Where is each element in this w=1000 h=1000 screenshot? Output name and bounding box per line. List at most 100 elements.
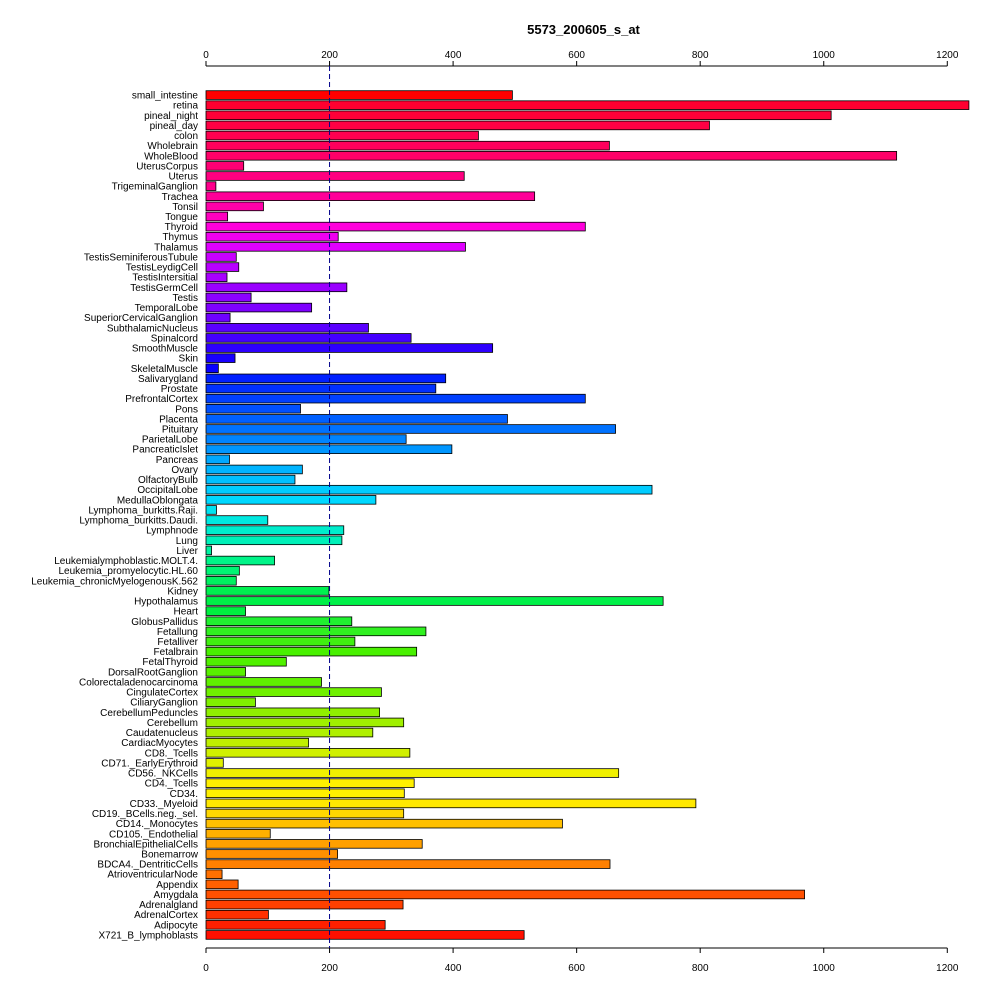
bar-UterusCorpus[interactable] bbox=[205, 161, 245, 171]
bar-Tongue[interactable] bbox=[205, 211, 229, 222]
bar-CingulateCortex[interactable] bbox=[205, 687, 382, 697]
bar-Amygdala[interactable] bbox=[205, 889, 805, 900]
bar-AtrioventricularNode[interactable] bbox=[205, 869, 223, 879]
bar-Uterus[interactable] bbox=[205, 171, 465, 181]
bar-BDCA4._DentriticCells[interactable] bbox=[205, 859, 611, 869]
bar-X721_B_lymphoblasts[interactable] bbox=[205, 930, 525, 940]
bar-SkeletalMuscle[interactable] bbox=[205, 363, 219, 374]
bar-Leukemia_promyelocytic.HL.60[interactable] bbox=[205, 565, 240, 576]
bar-pineal_night[interactable] bbox=[205, 110, 832, 121]
bar-Pons[interactable] bbox=[205, 403, 301, 414]
bar-Thalamus[interactable] bbox=[205, 242, 466, 252]
bar-Thyroid[interactable] bbox=[205, 221, 586, 232]
bar-Lymphnode[interactable] bbox=[205, 525, 345, 535]
top-axis-tick-label: 1000 bbox=[813, 50, 836, 61]
bar-Leukemialymphoblastic.MOLT.4.[interactable] bbox=[205, 555, 275, 566]
bar-SubthalamicNucleus[interactable] bbox=[205, 323, 369, 333]
bar-Thymus[interactable] bbox=[205, 231, 339, 242]
bar-TestisLeydigCell[interactable] bbox=[205, 262, 240, 272]
bar-Ovary[interactable] bbox=[205, 464, 303, 475]
category-label: colon bbox=[174, 131, 198, 142]
bar-colon[interactable] bbox=[205, 130, 479, 141]
bar-SuperiorCervicalGanglion[interactable] bbox=[205, 312, 231, 323]
bar-MedullaOblongata[interactable] bbox=[205, 495, 377, 505]
bar-Pituitary[interactable] bbox=[205, 424, 616, 434]
bar-CiliaryGanglion[interactable] bbox=[205, 697, 256, 707]
bar-PancreaticIslet[interactable] bbox=[205, 444, 453, 454]
bar-CD56._NKCells[interactable] bbox=[205, 768, 620, 778]
bar-Spinalcord[interactable] bbox=[205, 333, 412, 343]
bottom-axis-tick-label: 800 bbox=[692, 963, 709, 974]
category-label: Trachea bbox=[162, 192, 199, 203]
bar-CD4._Tcells[interactable] bbox=[205, 778, 415, 788]
bar-Leukemia_chronicMyelogenousK.562[interactable] bbox=[205, 576, 237, 586]
bar-AdrenalCortex[interactable] bbox=[205, 909, 269, 920]
bottom-axis-tick-label: 0 bbox=[203, 963, 209, 974]
bar-BronchialEpithelialCells[interactable] bbox=[205, 839, 423, 849]
bar-Kidney[interactable] bbox=[205, 586, 330, 596]
bar-CD19._BCells.neg._sel.[interactable] bbox=[205, 808, 405, 819]
bar-Fetalliver[interactable] bbox=[205, 636, 356, 647]
bar-TestisSeminiferousTubule[interactable] bbox=[205, 252, 237, 262]
bar-small_intestine[interactable] bbox=[205, 90, 513, 100]
bar-TemporalLobe[interactable] bbox=[205, 302, 313, 313]
bar-Lymphoma_burkitts.Daudi.[interactable] bbox=[205, 515, 269, 525]
bar-CD34.[interactable] bbox=[205, 788, 405, 799]
bar-Caudatenucleus[interactable] bbox=[205, 727, 374, 738]
bar-CD8._Tcells[interactable] bbox=[205, 748, 411, 758]
bar-Tonsil[interactable] bbox=[205, 201, 264, 212]
bar-Hypothalamus[interactable] bbox=[205, 596, 664, 606]
bar-OccipitalLobe[interactable] bbox=[205, 484, 653, 495]
bar-Prostate[interactable] bbox=[205, 383, 437, 394]
bar-GlobusPallidus[interactable] bbox=[205, 616, 353, 627]
bar-WholeBlood[interactable] bbox=[205, 151, 898, 161]
bar-CD14._Monocytes[interactable] bbox=[205, 818, 563, 829]
bar-DorsalRootGanglion[interactable] bbox=[205, 667, 246, 677]
bar-PrefrontalCortex[interactable] bbox=[205, 393, 586, 404]
bar-Liver[interactable] bbox=[205, 545, 212, 556]
bar-Pancreas[interactable] bbox=[205, 454, 230, 465]
bar-Fetallung[interactable] bbox=[205, 626, 427, 637]
category-label: pineal_night bbox=[144, 111, 198, 122]
category-label: AdrenalCortex bbox=[134, 910, 198, 921]
bar-CD33._Myeloid[interactable] bbox=[205, 798, 697, 809]
bar-CardiacMyocytes[interactable] bbox=[205, 737, 309, 748]
bar-Placenta[interactable] bbox=[205, 414, 508, 424]
bar-CD71._EarlyErythroid[interactable] bbox=[205, 758, 224, 768]
bar-Trachea[interactable] bbox=[205, 191, 536, 202]
bar-SmoothMuscle[interactable] bbox=[205, 343, 494, 353]
category-label: small_intestine bbox=[132, 91, 199, 102]
category-label: Lymphoma_burkitts.Raji. bbox=[88, 505, 198, 516]
top-axis-tick-label: 400 bbox=[445, 50, 462, 61]
bar-TestisIntersitial[interactable] bbox=[205, 272, 228, 282]
bar-CerebellumPeduncles[interactable] bbox=[205, 707, 380, 718]
bar-Skin[interactable] bbox=[205, 353, 236, 363]
category-label: Pons bbox=[175, 404, 198, 415]
bar-OlfactoryBulb[interactable] bbox=[205, 474, 296, 485]
bar-Lung[interactable] bbox=[205, 535, 343, 546]
bar-Lymphoma_burkitts.Raji.[interactable] bbox=[205, 505, 217, 515]
bar-Fetalbrain[interactable] bbox=[205, 646, 418, 657]
category-label: MedullaOblongata bbox=[117, 495, 199, 506]
bar-Bonemarrow[interactable] bbox=[205, 849, 338, 859]
bar-Heart[interactable] bbox=[205, 606, 246, 616]
bar-TrigeminalGanglion[interactable] bbox=[205, 181, 217, 191]
category-label: Heart bbox=[174, 607, 199, 618]
bar-CD105._Endothelial[interactable] bbox=[205, 828, 271, 839]
bar-retina[interactable] bbox=[205, 100, 970, 110]
bar-pineal_day[interactable] bbox=[205, 120, 710, 131]
bar-Cerebellum[interactable] bbox=[205, 717, 405, 728]
bar-Testis[interactable] bbox=[205, 292, 252, 303]
bar-Appendix[interactable] bbox=[205, 879, 239, 890]
bar-Salivarygland[interactable] bbox=[205, 373, 447, 384]
bar-Wholebrain[interactable] bbox=[205, 140, 610, 151]
bar-TestisGermCell[interactable] bbox=[205, 282, 348, 293]
bar-Adipocyte[interactable] bbox=[205, 920, 386, 930]
category-label: WholeBlood bbox=[144, 151, 198, 162]
category-label: UterusCorpus bbox=[136, 161, 198, 172]
bar-Adrenalgland[interactable] bbox=[205, 899, 404, 910]
bar-FetalThyroid[interactable] bbox=[205, 656, 287, 667]
chart-title: 5573_200605_s_at bbox=[527, 22, 640, 37]
bar-Colorectaladenocarcinoma[interactable] bbox=[205, 677, 322, 687]
bar-ParietalLobe[interactable] bbox=[205, 434, 407, 444]
